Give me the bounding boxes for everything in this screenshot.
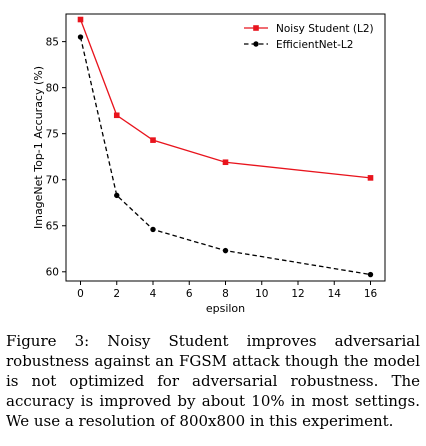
x-tick-label: 16 (364, 288, 378, 300)
series-line-efficientnet-l2 (79, 36, 371, 276)
y-tick-label: 70 (46, 175, 59, 187)
legend-label: Noisy Student (L2) (276, 23, 374, 35)
y-tick-label: 75 (46, 128, 59, 140)
data-point-efficientnet-l2 (222, 247, 229, 254)
y-tick-label: 80 (46, 82, 59, 94)
y-tick-label: 85 (46, 36, 59, 48)
y-tick-label: 65 (46, 221, 59, 233)
legend-marker-noisy-student-l2 (253, 25, 259, 31)
legend: Noisy Student (L2) EfficientNet-L2 (244, 23, 374, 51)
y-axis-label: ImageNet Top-1 Accuracy (%) (32, 66, 45, 229)
y-tick-label: 60 (46, 267, 59, 279)
data-point-noisy-student-l2 (113, 112, 120, 119)
x-axis-label: epsilon (206, 302, 245, 315)
x-tick-label: 12 (291, 288, 304, 300)
x-tick-label: 8 (222, 288, 229, 300)
data-point-noisy-student-l2 (77, 16, 84, 23)
data-point-efficientnet-l2 (114, 192, 120, 199)
x-tick-label: 10 (255, 288, 268, 300)
data-point-noisy-student-l2 (150, 137, 156, 143)
chart: 0 2 4 6 8 10 12 14 16 60 65 70 75 80 85 epsilon ImageN… (32, 13, 386, 315)
data-point-efficientnet-l2 (367, 271, 374, 278)
data-point-efficientnet-l2 (150, 226, 156, 233)
data-point-efficientnet-l2 (77, 34, 84, 40)
legend-label: EfficientNet-L2 (276, 39, 353, 51)
figure-caption: Figure 3: Noisy Student improves adversa… (6, 332, 420, 430)
plot-frame (65, 13, 386, 282)
x-tick-label: 6 (186, 288, 193, 300)
x-tick-label: 0 (77, 288, 84, 300)
x-tick-label: 4 (150, 288, 157, 300)
x-tick-label: 14 (328, 288, 342, 300)
data-point-noisy-student-l2 (222, 159, 229, 166)
legend-marker-efficientnet-l2 (253, 41, 259, 47)
x-tick-label: 2 (113, 288, 120, 300)
data-point-noisy-student-l2 (367, 175, 374, 181)
